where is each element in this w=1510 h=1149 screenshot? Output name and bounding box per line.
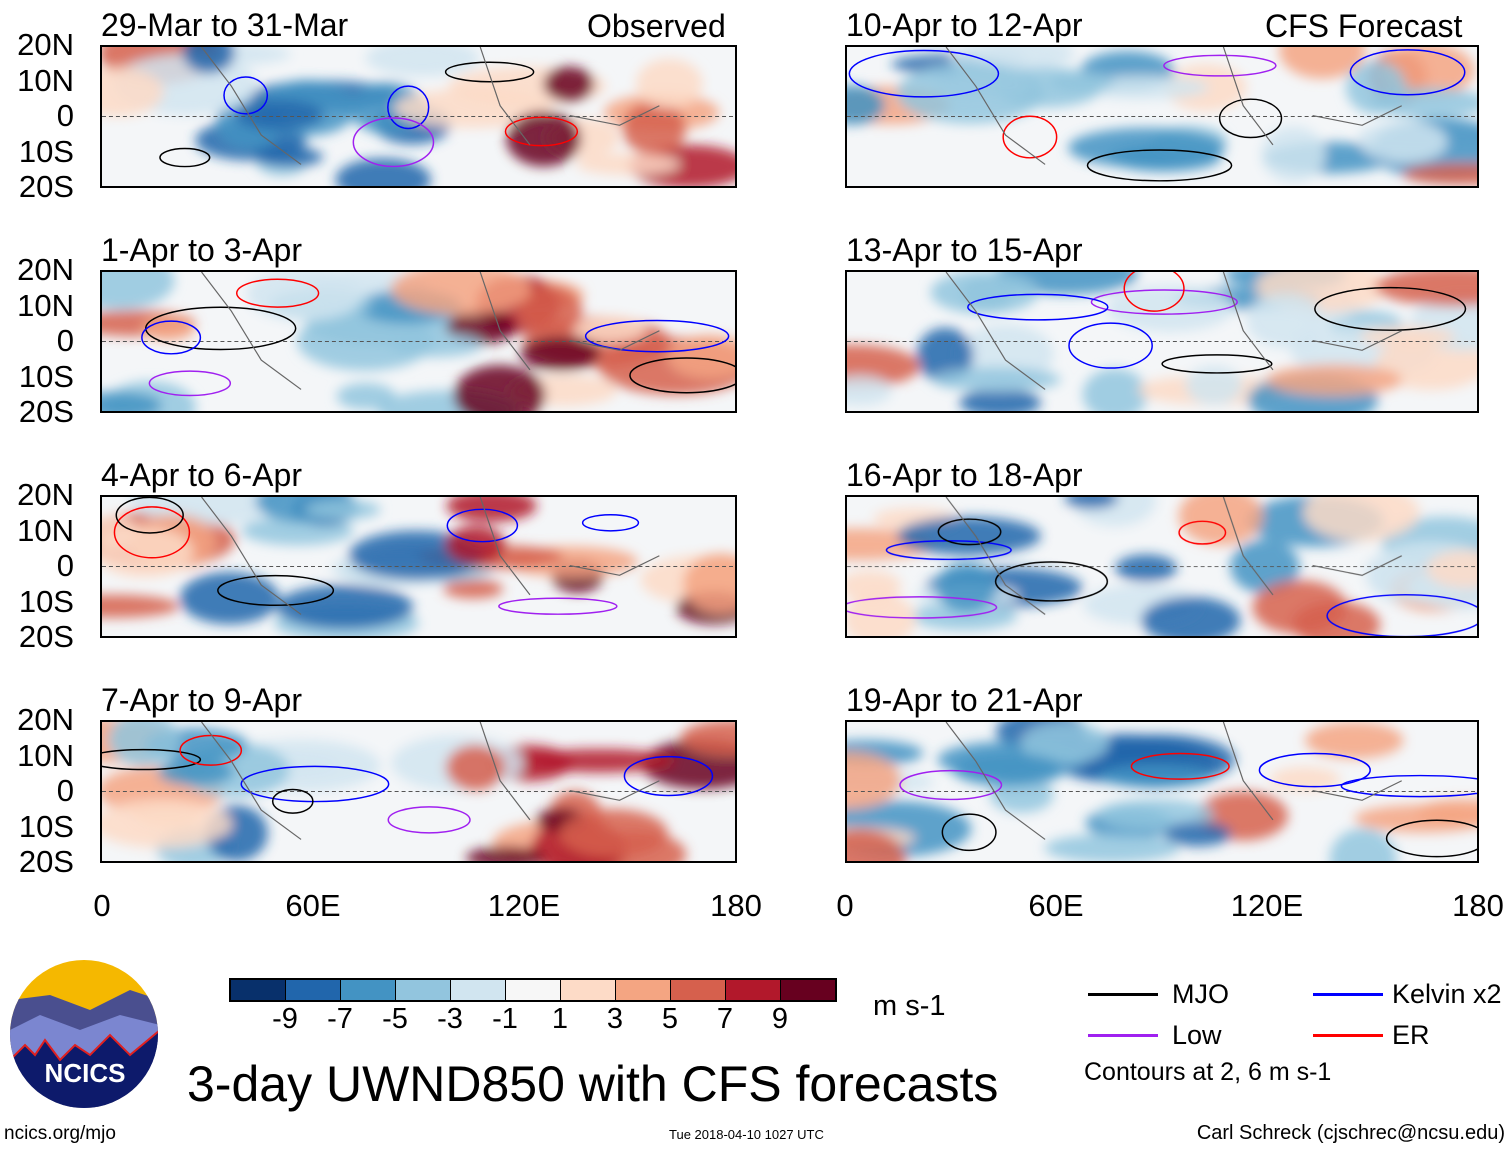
wind-map-panel bbox=[845, 720, 1479, 863]
main-title: 3-day UWND850 with CFS forecasts bbox=[187, 1056, 999, 1112]
legend-line-low bbox=[1088, 1034, 1158, 1037]
panel-title: 10-Apr to 12-Apr bbox=[846, 7, 1083, 43]
colorbar bbox=[229, 978, 837, 1002]
colorbar-swatch bbox=[671, 980, 726, 1000]
colorbar-label: -5 bbox=[382, 1003, 408, 1035]
panel-title: 19-Apr to 21-Apr bbox=[846, 682, 1083, 718]
wind-map-panel bbox=[100, 720, 737, 863]
legend-label-er: ER bbox=[1392, 1020, 1430, 1050]
legend-label-low: Low bbox=[1172, 1020, 1222, 1050]
wind-map-panel bbox=[845, 45, 1479, 188]
legend-label-kelvin: Kelvin x2 bbox=[1392, 979, 1502, 1009]
lat-label: 20S bbox=[18, 844, 74, 879]
panel-title: 29-Mar to 31-Mar bbox=[101, 7, 349, 43]
lon-label-left: 180 bbox=[710, 888, 762, 923]
panel-title: 13-Apr to 15-Apr bbox=[846, 232, 1083, 268]
colorbar-swatch bbox=[506, 980, 561, 1000]
wind-map-panel bbox=[845, 495, 1479, 638]
contours-note: Contours at 2, 6 m s-1 bbox=[1084, 1058, 1332, 1086]
colorbar-label: 9 bbox=[771, 1003, 789, 1035]
footer-url[interactable]: ncics.org/mjo bbox=[4, 1123, 116, 1144]
legend-line-kelvin bbox=[1313, 993, 1383, 996]
colorbar-label: 5 bbox=[661, 1003, 679, 1035]
panel-title: 7-Apr to 9-Apr bbox=[101, 682, 302, 718]
forecast-label: CFS Forecast bbox=[1265, 8, 1463, 44]
colorbar-swatch bbox=[561, 980, 616, 1000]
ncics-logo: NCICS bbox=[10, 960, 158, 1108]
lat-label: 0 bbox=[56, 98, 74, 133]
lat-label: 10N bbox=[17, 287, 74, 323]
colorbar-label: -1 bbox=[492, 1003, 518, 1035]
colorbar-swatch bbox=[286, 980, 341, 1000]
lat-label: 10S bbox=[18, 808, 74, 844]
lat-label: 20S bbox=[18, 169, 74, 204]
lon-label-right: 180 bbox=[1452, 888, 1504, 923]
legend-line-mjo bbox=[1088, 993, 1158, 996]
lon-label-left: 120E bbox=[487, 888, 561, 923]
colorbar-swatch bbox=[726, 980, 781, 1000]
panel-title: 4-Apr to 6-Apr bbox=[101, 457, 302, 493]
colorbar-label: 1 bbox=[551, 1003, 569, 1035]
lat-label: 20N bbox=[17, 27, 74, 62]
legend-label-mjo: MJO bbox=[1172, 979, 1229, 1009]
observed-label: Observed bbox=[587, 8, 726, 44]
lat-label: 20N bbox=[17, 702, 74, 737]
lat-label: 0 bbox=[56, 548, 74, 583]
colorbar-label: 3 bbox=[606, 1003, 624, 1035]
colorbar-swatch bbox=[451, 980, 506, 1000]
lat-label: 20S bbox=[18, 394, 74, 429]
lon-label-right: 120E bbox=[1230, 888, 1304, 923]
colorbar-label: -3 bbox=[437, 1003, 463, 1035]
colorbar-swatch bbox=[231, 980, 286, 1000]
lat-label: 20N bbox=[17, 252, 74, 287]
colorbar-label: -9 bbox=[272, 1003, 298, 1035]
colorbar-swatch bbox=[781, 980, 835, 1000]
panel-title: 1-Apr to 3-Apr bbox=[101, 232, 302, 268]
footer-timestamp: Tue 2018-04-10 1027 UTC bbox=[669, 1127, 824, 1142]
colorbar-swatch bbox=[396, 980, 451, 1000]
lat-label: 0 bbox=[56, 323, 74, 358]
lon-label-right: 0 bbox=[836, 888, 854, 923]
lon-label-right: 60E bbox=[1028, 888, 1084, 923]
legend-line-er bbox=[1313, 1034, 1383, 1037]
colorbar-label: -7 bbox=[327, 1003, 353, 1035]
lon-label-left: 60E bbox=[285, 888, 341, 923]
footer-author: Carl Schreck (cjschrec@ncsu.edu) bbox=[1196, 1122, 1505, 1144]
panel-title: 16-Apr to 18-Apr bbox=[846, 457, 1083, 493]
lat-label: 0 bbox=[56, 773, 74, 808]
lon-label-left: 0 bbox=[93, 888, 111, 923]
logo-text: NCICS bbox=[45, 1058, 126, 1088]
lat-label: 10S bbox=[18, 583, 74, 619]
lat-label: 20S bbox=[18, 619, 74, 654]
colorbar-swatch bbox=[616, 980, 671, 1000]
lat-label: 10N bbox=[17, 62, 74, 98]
lat-label: 20N bbox=[17, 477, 74, 512]
lat-label: 10N bbox=[17, 737, 74, 773]
lat-label: 10S bbox=[18, 358, 74, 394]
wind-map-panel bbox=[845, 270, 1479, 413]
wind-map-panel bbox=[100, 495, 737, 638]
wind-map-panel bbox=[100, 45, 737, 188]
lat-label: 10S bbox=[18, 133, 74, 169]
lat-label: 10N bbox=[17, 512, 74, 548]
colorbar-label: 7 bbox=[716, 1003, 734, 1035]
wind-map-panel bbox=[100, 270, 737, 413]
colorbar-swatch bbox=[341, 980, 396, 1000]
colorbar-units: m s-1 bbox=[873, 990, 946, 1022]
